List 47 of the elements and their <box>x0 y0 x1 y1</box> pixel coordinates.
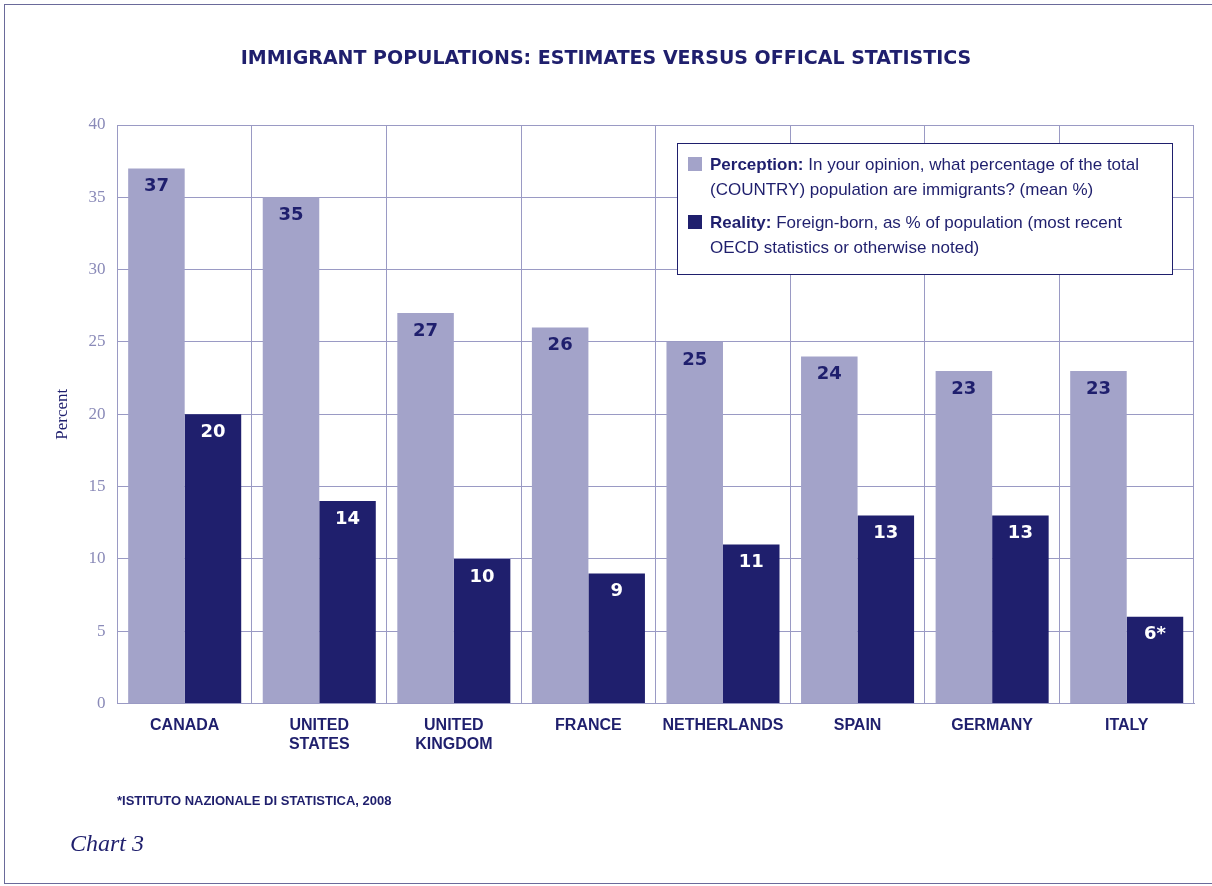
x-tick-label: GERMANY <box>951 715 1034 733</box>
data-label: 37 <box>143 174 169 196</box>
x-tick-label: NETHERLANDS <box>662 715 784 733</box>
data-label: 13 <box>1007 521 1033 543</box>
legend-label: Reality: Foreign-born, as % of population (most recent OECD statistics or otherwise noted) <box>710 212 1123 259</box>
x-tick-label: ITALY <box>1104 715 1149 733</box>
bar <box>992 515 1049 704</box>
x-tick-label: CANADA <box>150 715 220 733</box>
data-label: 10 <box>469 564 495 586</box>
x-tick-label: UNITED STATES <box>288 715 350 752</box>
x-tick-label: UNITED KINGDOM <box>415 715 493 752</box>
data-label: 23 <box>1085 376 1111 398</box>
data-label: 23 <box>951 376 977 398</box>
x-tick-label: SPAIN <box>833 715 882 733</box>
x-tick-label: FRANCE <box>555 715 623 733</box>
data-label: 25 <box>682 347 708 369</box>
data-label: 14 <box>334 506 361 528</box>
chart-title: IMMIGRANT POPULATIONS: ESTIMATES VERSUS OFFICAL STATISTICS <box>239 46 973 68</box>
y-tick-label: 25 <box>88 331 106 351</box>
y-tick-label: 30 <box>88 259 106 279</box>
y-tick-label: 35 <box>88 186 106 206</box>
data-label: 24 <box>816 362 842 384</box>
y-tick-label: 0 <box>96 693 106 713</box>
bar <box>857 515 915 704</box>
data-label: 26 <box>547 333 573 355</box>
y-tick-label: 10 <box>88 548 106 568</box>
bar <box>319 501 376 704</box>
data-label: 6* <box>1144 622 1167 644</box>
bar <box>588 573 645 704</box>
data-label: 9 <box>610 579 623 601</box>
data-label: 11 <box>738 550 764 572</box>
y-tick-label: 20 <box>88 403 106 423</box>
y-tick-label: 40 <box>88 114 106 134</box>
bar <box>722 544 780 704</box>
data-label: 13 <box>873 521 899 543</box>
legend-label: Perception: In your opinion, what percentage of the total (COUNTRY) population are immigrants? (mean %) <box>710 154 1141 201</box>
y-tick-label: 15 <box>88 476 106 496</box>
data-label: 20 <box>200 419 226 441</box>
y-tick-label: 5 <box>96 620 106 640</box>
caption: Chart 3 <box>70 830 145 857</box>
bar <box>1126 616 1184 704</box>
bar <box>453 558 511 704</box>
data-label: 35 <box>278 203 304 224</box>
bar <box>184 414 242 704</box>
data-label: 27 <box>413 318 439 340</box>
text: *ISTITUTO NAZIONALE DI STATISTICA, 2008 <box>117 793 392 808</box>
y-axis-title: Percent <box>51 388 71 440</box>
